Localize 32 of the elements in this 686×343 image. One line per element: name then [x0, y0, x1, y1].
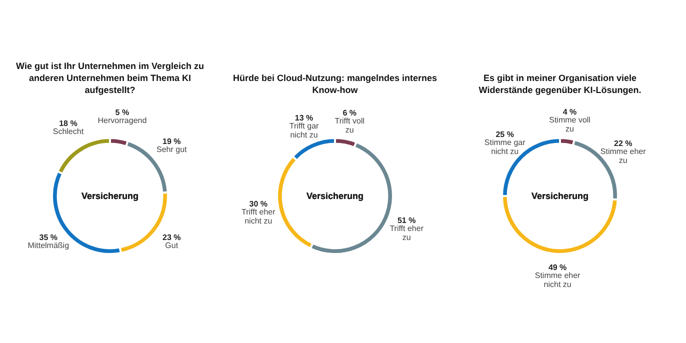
chart-title: Wie gut ist Ihr Unternehmen im Vergleich zu anderen Unternehmen beim Thema KI aufgestellt? [16, 61, 204, 95]
slice-label: Trifft voll zu [334, 116, 365, 134]
data-label: 22 % [614, 139, 632, 148]
data-label: 4 % [562, 108, 577, 117]
data-label: 5 % [115, 108, 130, 117]
data-label: 18 % [59, 119, 78, 128]
data-label: 25 % [496, 130, 514, 139]
chart-title: Hürde bei Cloud-Nutzung: mangelndes internes Know-how [232, 73, 438, 95]
slice-label: Trifft eher zu [390, 224, 424, 242]
slice-label: Stimme eher zu [600, 147, 646, 166]
slice-label: Schlecht [52, 127, 84, 136]
data-label: 49 % [548, 262, 567, 272]
slice-label: Stimme eher nicht zu [534, 270, 581, 289]
data-label: 13 % [294, 113, 314, 122]
slice-label: Mittelmäßig [28, 240, 70, 250]
data-label: 23 % [162, 232, 181, 242]
slice-label: Trifft gar nicht zu [289, 121, 320, 140]
slice-label: Sehr gut [156, 145, 188, 154]
chart-title: Es gibt in meiner Organisation viele Widerstände gegenüber KI-Lösungen. [478, 73, 642, 95]
slice-label: Stimme voll zu [549, 116, 591, 134]
slice-label: Hervorragend [98, 116, 147, 125]
text: Versicherung [81, 191, 139, 201]
text: Versicherung [531, 191, 589, 201]
slice-label: Trifft eher nicht zu [241, 208, 276, 226]
data-label: 19 % [162, 137, 181, 146]
slice-label: Stimme gar nicht zu [484, 138, 526, 156]
slice-label: Gut [165, 240, 179, 250]
data-label: 6 % [342, 108, 357, 118]
data-label: 35 % [39, 232, 58, 242]
data-label: 51 % [397, 216, 416, 225]
data-label: 30 % [249, 200, 268, 209]
text: Versicherung [306, 191, 364, 201]
